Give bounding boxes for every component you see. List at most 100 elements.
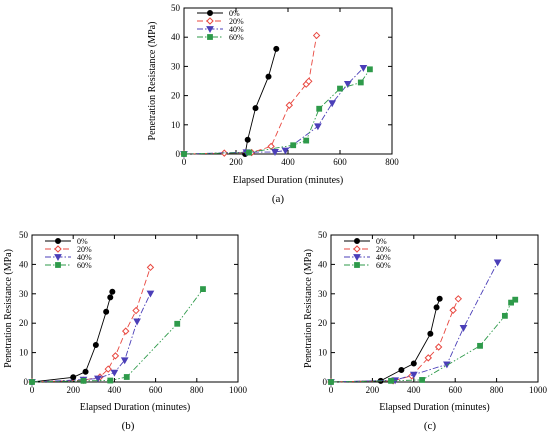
data-point (174, 320, 181, 327)
x-axis-label: Elapsed Duration (minutes) (80, 402, 191, 413)
chart-panel-b: 0 10 20 30 40 50 0 200 400 600 800 1000 Elapsed Dura… (3, 230, 248, 432)
data-point (133, 318, 141, 326)
x-tick-label: 200 (66, 385, 80, 395)
legend-label: 40% (229, 25, 244, 34)
data-point (434, 343, 443, 351)
chart-panel-c: 0 10 20 30 40 50 0 200 400 600 800 1000 Elapsed Dura… (303, 230, 548, 432)
panel-label: (a) (272, 193, 285, 205)
data-point (459, 325, 468, 332)
data-point (146, 263, 155, 272)
data-point (316, 105, 323, 112)
y-tick-label: 40 (19, 259, 29, 269)
series-line (31, 293, 151, 383)
y-axis-label: Penetration Resistance (MPa) (3, 249, 14, 368)
x-tick-label: 400 (108, 385, 122, 395)
series-40pct: 40% (28, 253, 155, 387)
data-point (271, 149, 279, 156)
x-axis-label: Elapsed Duration (minutes) (233, 175, 344, 186)
y-tick-label: 0 (176, 149, 181, 159)
legend-label: 0% (229, 9, 240, 18)
x-tick-label: 1000 (229, 385, 248, 395)
legend-label: 60% (376, 261, 391, 270)
series-line (31, 291, 113, 383)
y-tick-label: 0 (323, 377, 328, 387)
legend-label: 60% (77, 261, 92, 270)
data-point (419, 377, 425, 383)
data-point (181, 151, 187, 157)
data-point (353, 245, 361, 253)
y-tick-label: 40 (318, 259, 328, 269)
data-point (433, 304, 440, 311)
data-point (103, 308, 110, 315)
legend-label: 40% (376, 253, 391, 262)
data-point (328, 379, 334, 385)
data-point (267, 142, 275, 151)
series-line (183, 35, 318, 155)
x-tick-label: 800 (190, 385, 204, 395)
data-point (281, 147, 290, 155)
data-point (424, 354, 432, 362)
data-point (303, 137, 310, 144)
data-point (207, 10, 213, 16)
data-point (501, 312, 508, 319)
panel-label: (c) (424, 420, 437, 432)
data-point (512, 296, 519, 303)
y-tick-label: 50 (171, 3, 181, 13)
data-point (285, 101, 294, 109)
series-line (183, 69, 371, 155)
data-point (207, 34, 213, 40)
series-60pct: 60% (29, 261, 206, 385)
x-tick-label: 200 (229, 157, 243, 167)
data-point (122, 327, 130, 335)
data-point (367, 66, 373, 73)
data-point (111, 352, 120, 360)
data-point (493, 259, 502, 267)
data-point (252, 105, 259, 112)
y-axis-label: Penetration Resistance (MPa) (303, 249, 314, 368)
plot-frame (31, 234, 239, 383)
data-point (290, 142, 297, 149)
legend-label: 0% (376, 237, 387, 246)
y-tick-label: 20 (171, 91, 181, 101)
chart-panel-a: 0 10 20 30 40 50 0 200 400 600 800 Elapsed Duration… (147, 3, 399, 205)
legend-label: 20% (229, 17, 244, 26)
x-tick-label: 400 (407, 385, 421, 395)
x-tick-label: 1000 (529, 385, 548, 395)
plot-frame (330, 234, 539, 383)
legend-label: 40% (77, 253, 92, 262)
legend-label: 60% (229, 33, 244, 42)
data-point (427, 330, 434, 337)
data-point (70, 374, 77, 381)
data-point (354, 262, 360, 268)
data-point (54, 254, 62, 262)
data-point (454, 295, 463, 303)
series-60pct: 60% (328, 261, 519, 385)
y-tick-label: 0 (24, 377, 29, 387)
series-20pct: 20% (327, 245, 463, 386)
data-point (343, 81, 352, 88)
data-point (107, 377, 114, 384)
legend-label: 20% (77, 245, 92, 254)
y-tick-label: 20 (19, 318, 29, 328)
data-point (109, 288, 116, 295)
legend-label: 0% (77, 237, 88, 246)
data-point (132, 306, 140, 315)
x-tick-label: 600 (333, 157, 347, 167)
data-point (146, 290, 155, 298)
data-point (82, 368, 89, 375)
x-tick-label: 600 (448, 385, 462, 395)
panel-label: (b) (122, 420, 135, 432)
data-point (357, 79, 364, 86)
data-point (337, 85, 343, 92)
data-point (94, 375, 102, 383)
data-point (246, 149, 252, 156)
data-point (123, 374, 130, 380)
series-line (330, 298, 441, 383)
data-point (244, 136, 251, 143)
data-point (353, 254, 361, 262)
data-point (354, 238, 360, 244)
y-tick-label: 30 (318, 289, 328, 299)
series-line (31, 267, 151, 383)
data-point (305, 77, 313, 85)
data-point (436, 295, 443, 302)
